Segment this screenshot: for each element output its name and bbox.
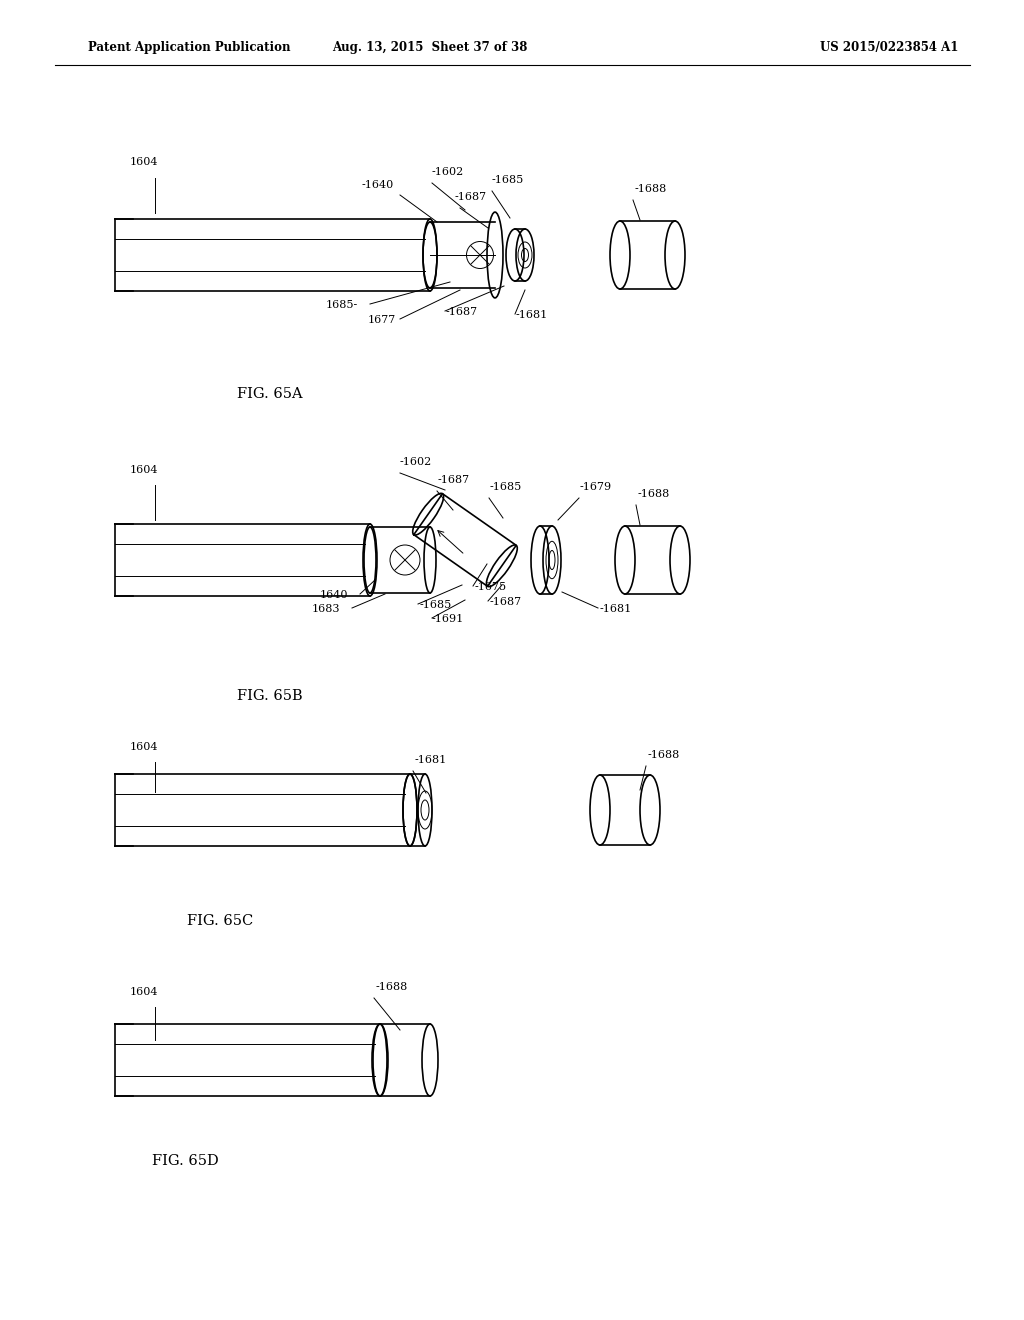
Text: 1604: 1604 xyxy=(130,465,159,475)
Text: -1685: -1685 xyxy=(490,482,522,492)
Text: 1685-: 1685- xyxy=(326,300,358,310)
Text: -1602: -1602 xyxy=(432,168,464,177)
Text: -1688: -1688 xyxy=(376,982,409,993)
Text: -1688: -1688 xyxy=(638,488,671,499)
Text: -1685: -1685 xyxy=(492,176,524,185)
Text: -1679: -1679 xyxy=(580,482,612,492)
Text: -1685: -1685 xyxy=(420,601,453,610)
Text: -1687: -1687 xyxy=(446,308,478,317)
Text: 1604: 1604 xyxy=(130,987,159,997)
Text: -1688: -1688 xyxy=(635,183,668,194)
Text: -1687: -1687 xyxy=(438,475,470,484)
Text: -1681: -1681 xyxy=(516,310,548,319)
Text: -1675: -1675 xyxy=(475,582,507,591)
Text: -1688: -1688 xyxy=(648,750,680,760)
Text: 1677: 1677 xyxy=(368,315,396,325)
Text: -1640: -1640 xyxy=(362,180,394,190)
Text: FIG. 65D: FIG. 65D xyxy=(152,1154,218,1168)
Text: Patent Application Publication: Patent Application Publication xyxy=(88,41,291,54)
Text: -1687: -1687 xyxy=(455,191,487,202)
Text: -1681: -1681 xyxy=(600,605,632,614)
Text: -1681: -1681 xyxy=(415,755,447,766)
Text: -1687: -1687 xyxy=(490,597,522,607)
Text: FIG. 65C: FIG. 65C xyxy=(186,913,253,928)
Text: US 2015/0223854 A1: US 2015/0223854 A1 xyxy=(820,41,958,54)
Text: 1604: 1604 xyxy=(130,157,159,168)
Text: FIG. 65A: FIG. 65A xyxy=(238,387,303,401)
Text: 1640: 1640 xyxy=(319,590,348,601)
Text: -1691: -1691 xyxy=(432,614,464,624)
Text: -1602: -1602 xyxy=(400,457,432,467)
Text: FIG. 65B: FIG. 65B xyxy=(238,689,303,704)
Text: 1683: 1683 xyxy=(311,605,340,614)
Text: Aug. 13, 2015  Sheet 37 of 38: Aug. 13, 2015 Sheet 37 of 38 xyxy=(333,41,527,54)
Text: 1604: 1604 xyxy=(130,742,159,752)
